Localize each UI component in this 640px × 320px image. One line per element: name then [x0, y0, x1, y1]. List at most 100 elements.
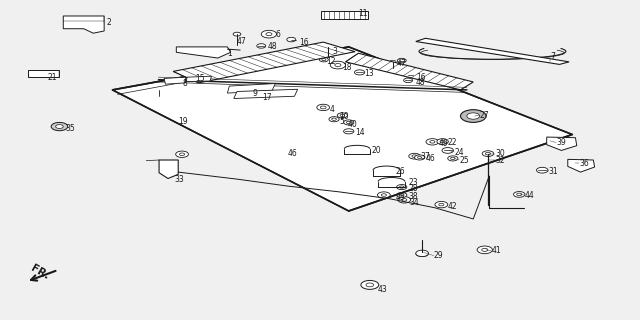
- Polygon shape: [176, 47, 230, 58]
- Polygon shape: [321, 11, 368, 19]
- Text: 13: 13: [365, 69, 374, 78]
- Polygon shape: [164, 77, 186, 84]
- Circle shape: [164, 161, 173, 166]
- Text: 41: 41: [491, 246, 500, 255]
- Text: 49: 49: [438, 139, 448, 148]
- Text: 16: 16: [300, 38, 309, 47]
- Circle shape: [324, 45, 331, 49]
- Circle shape: [319, 57, 328, 62]
- Text: 2: 2: [106, 19, 111, 28]
- Text: 42: 42: [448, 202, 458, 211]
- Text: 20: 20: [371, 146, 381, 155]
- Text: 21: 21: [47, 73, 57, 82]
- Text: 10: 10: [339, 113, 349, 122]
- Circle shape: [426, 139, 439, 145]
- Circle shape: [344, 129, 354, 134]
- Circle shape: [210, 49, 219, 53]
- Text: 5: 5: [339, 117, 344, 126]
- Text: 47: 47: [237, 37, 247, 46]
- Polygon shape: [547, 137, 577, 150]
- Text: 22: 22: [448, 138, 457, 147]
- Text: 35: 35: [66, 124, 76, 132]
- Polygon shape: [173, 42, 355, 83]
- Text: 27: 27: [479, 111, 489, 120]
- Text: 43: 43: [378, 284, 387, 293]
- Text: 47: 47: [397, 59, 406, 68]
- Polygon shape: [63, 16, 104, 33]
- Circle shape: [337, 113, 348, 118]
- Text: 38: 38: [408, 192, 418, 201]
- Text: 19: 19: [178, 117, 188, 126]
- Circle shape: [355, 70, 365, 75]
- Text: 4: 4: [330, 105, 335, 114]
- Circle shape: [552, 138, 563, 144]
- Circle shape: [317, 104, 330, 111]
- Text: 1: 1: [227, 49, 232, 58]
- Circle shape: [344, 120, 354, 125]
- Circle shape: [467, 113, 479, 119]
- Polygon shape: [346, 53, 473, 90]
- Circle shape: [437, 139, 449, 144]
- Circle shape: [261, 30, 276, 38]
- Circle shape: [461, 110, 486, 123]
- Text: 3: 3: [333, 47, 338, 56]
- Text: 15: 15: [195, 74, 205, 83]
- Polygon shape: [186, 76, 211, 82]
- Text: 8: 8: [182, 79, 188, 88]
- Circle shape: [574, 161, 584, 166]
- Text: 48: 48: [268, 42, 277, 52]
- Text: 36: 36: [579, 159, 589, 168]
- Text: FR.: FR.: [29, 263, 51, 281]
- Text: 29: 29: [434, 251, 444, 260]
- Text: 18: 18: [342, 63, 352, 72]
- Text: 30: 30: [495, 149, 505, 158]
- Polygon shape: [113, 47, 572, 211]
- Text: 26: 26: [396, 167, 405, 176]
- Text: 37: 37: [421, 152, 431, 161]
- Circle shape: [378, 192, 390, 198]
- Circle shape: [513, 192, 525, 197]
- Text: 45: 45: [396, 193, 405, 202]
- Text: 23: 23: [408, 178, 418, 187]
- Circle shape: [390, 60, 396, 63]
- Circle shape: [397, 185, 407, 190]
- Circle shape: [184, 48, 193, 52]
- Circle shape: [56, 124, 63, 128]
- Circle shape: [448, 156, 458, 161]
- Text: 25: 25: [460, 156, 469, 164]
- Circle shape: [68, 19, 80, 24]
- Text: 16: 16: [416, 73, 426, 82]
- Text: 12: 12: [326, 57, 336, 66]
- Text: 9: 9: [253, 89, 258, 98]
- Text: 32: 32: [495, 156, 504, 164]
- Circle shape: [398, 197, 411, 203]
- Circle shape: [536, 167, 548, 173]
- Circle shape: [329, 117, 339, 122]
- Circle shape: [361, 280, 379, 289]
- Text: 39: 39: [556, 138, 566, 147]
- Text: 40: 40: [348, 120, 357, 130]
- Circle shape: [88, 22, 99, 28]
- Text: 44: 44: [524, 190, 534, 200]
- Circle shape: [287, 37, 296, 42]
- Circle shape: [330, 61, 346, 69]
- Text: 46: 46: [288, 149, 298, 158]
- Circle shape: [415, 155, 425, 160]
- Circle shape: [404, 78, 413, 83]
- Text: 14: 14: [355, 128, 365, 137]
- Circle shape: [442, 148, 454, 153]
- Text: 17: 17: [262, 93, 272, 102]
- Text: 7: 7: [550, 52, 555, 61]
- Text: 11: 11: [358, 9, 368, 18]
- Circle shape: [397, 193, 407, 197]
- Polygon shape: [568, 159, 595, 172]
- Circle shape: [397, 58, 406, 63]
- Circle shape: [164, 168, 173, 173]
- Polygon shape: [28, 70, 60, 77]
- Polygon shape: [159, 160, 178, 179]
- Text: 28: 28: [408, 184, 418, 193]
- Text: 46: 46: [426, 154, 435, 163]
- Text: 34: 34: [410, 197, 419, 206]
- Circle shape: [233, 32, 241, 36]
- Polygon shape: [227, 84, 275, 93]
